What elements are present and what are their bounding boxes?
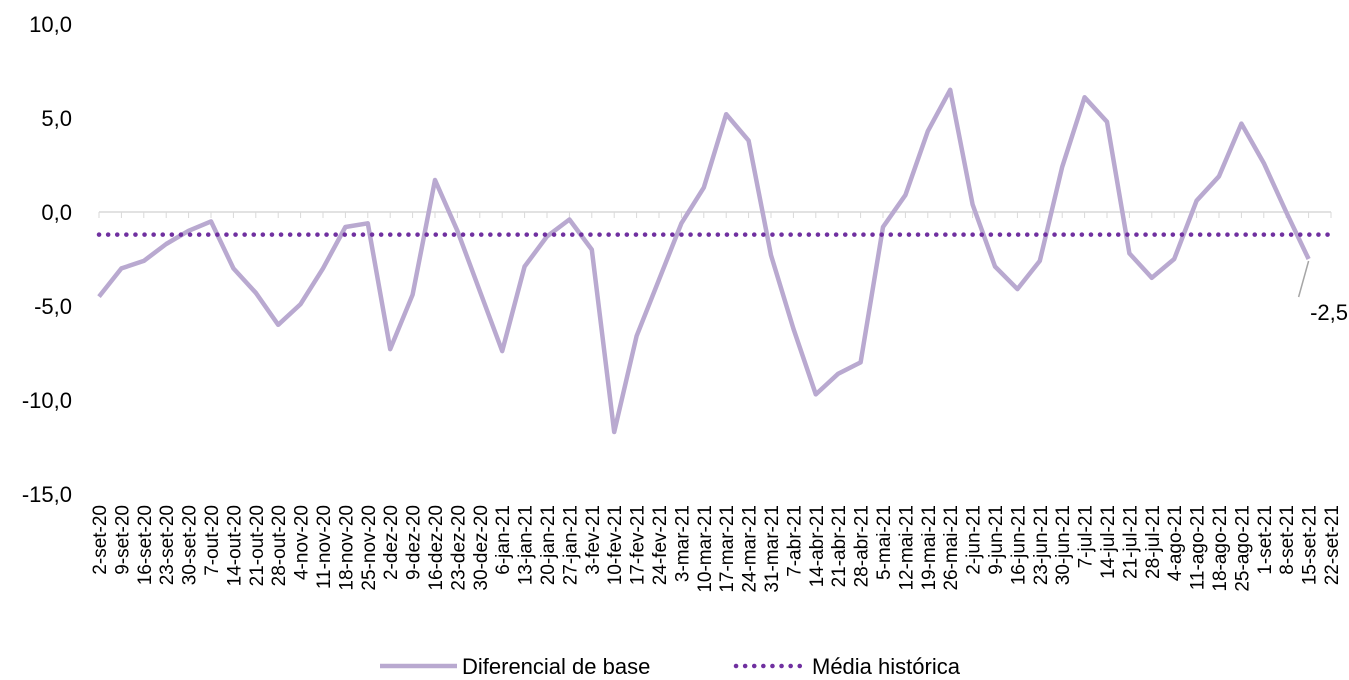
x-tick-label: 30-dez-20 [471,505,492,591]
x-tick-label: 28-abr-21 [852,505,873,587]
x-tick-label: 11-ago-21 [1188,505,1209,590]
y-axis: 10,0 5,0 0,0 -5,0 -10,0 -15,0 [22,12,72,507]
x-tick-label: 14-abr-21 [807,505,828,587]
x-tick-label: 7-out-20 [202,505,223,576]
y-tick-label: 5,0 [41,106,72,131]
x-tick-label: 4-ago-21 [1165,505,1186,581]
x-tick-label: 30-jun-21 [1053,505,1074,585]
x-tick-label: 24-mar-21 [740,505,761,593]
x-tick-label: 26-mai-21 [941,505,962,591]
x-tick-label: 10-mar-21 [695,505,716,593]
x-tick-label: 17-mar-21 [717,505,738,593]
x-tick-label: 1-set-21 [1255,505,1276,575]
x-tick-label: 10-fev-21 [605,505,626,585]
data-label-leader [1297,260,1310,298]
x-tick-label: 19-mai-21 [919,505,940,591]
y-tick-label: 10,0 [29,12,72,37]
x-tick-label: 21-out-20 [247,505,268,586]
x-tick-label: 14-out-20 [224,505,245,586]
x-tick-label: 24-fev-21 [650,505,671,585]
legend-label-diferencial: Diferencial de base [462,654,650,679]
x-tick-label: 2-set-20 [90,505,111,575]
y-tick-label: -10,0 [22,388,72,413]
x-tick-label: 5-mai-21 [874,505,895,580]
x-tick-label: 9-dez-20 [404,505,425,580]
x-tick-label: 7-jul-21 [1076,505,1097,568]
x-tick-label: 12-mai-21 [896,505,917,591]
x-tick-label: 18-nov-20 [336,505,357,591]
x-tick-label: 4-nov-20 [292,505,313,580]
x-tick-label: 3-fev-21 [583,505,604,575]
x-tick-label: 21-jul-21 [1120,505,1141,579]
x-tick-label: 23-jun-21 [1031,505,1052,585]
legend-label-media: Média histórica [812,654,961,679]
y-tick-label: -15,0 [22,482,72,507]
x-tick-label: 14-jul-21 [1098,505,1119,579]
x-tick-label: 13-jan-21 [516,505,537,585]
x-tick-label: 27-jan-21 [560,505,581,585]
x-tick-label: 3-mar-21 [672,505,693,582]
x-tick-label: 20-jan-21 [538,505,559,585]
x-tick-label: 22-set-21 [1322,505,1343,585]
x-tick-label: 18-ago-21 [1210,505,1231,592]
y-tick-label: 0,0 [41,200,72,225]
x-tick-label: 6-jan-21 [493,505,514,575]
x-tick-label: 25-ago-21 [1232,505,1253,592]
data-label: -2,5 [1310,300,1348,325]
data-labels: -2,5 [1297,260,1348,325]
x-tick-label: 30-set-20 [180,505,201,585]
x-tick-label: 9-jun-21 [986,505,1007,575]
x-tick-label: 28-out-20 [269,505,290,586]
x-tick-label: 23-dez-20 [448,505,469,591]
x-tick-label: 31-mar-21 [762,505,783,593]
x-tick-label: 16-dez-20 [426,505,447,591]
legend: Diferencial de base Média histórica [380,654,961,679]
x-tick-label: 17-fev-21 [628,505,649,585]
x-tick-label: 2-jun-21 [964,505,985,575]
x-tick-label: 7-abr-21 [784,505,805,577]
x-tick-label: 15-set-21 [1300,505,1321,585]
x-tick-label: 16-jun-21 [1008,505,1029,585]
x-tick-label: 23-set-20 [157,505,178,585]
y-tick-label: -5,0 [34,294,72,319]
x-tick-label: 2-dez-20 [381,505,402,580]
x-tick-label: 9-set-20 [112,505,133,575]
x-tick-label: 8-set-21 [1277,505,1298,575]
series-diferencial-de-base [97,87,1311,435]
x-tick-label: 11-nov-20 [314,505,335,589]
plot-area [96,87,1334,435]
x-tick-label: 28-jul-21 [1143,505,1164,579]
x-tick-label: 25-nov-20 [359,505,380,591]
x-axis: 2-set-20 9-set-20 16-set-20 23-set-20 30-set… [90,211,1343,593]
x-tick-label: 16-set-20 [135,505,156,585]
x-tick-label: 21-abr-21 [829,505,850,587]
